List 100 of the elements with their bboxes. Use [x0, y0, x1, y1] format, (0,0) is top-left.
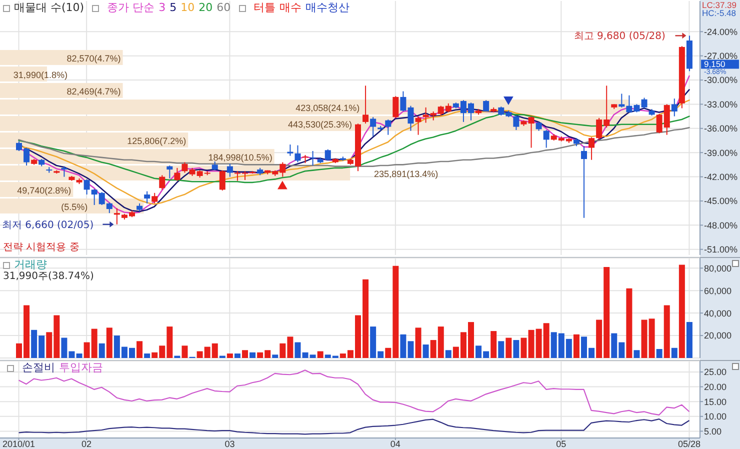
candlestick: [61, 166, 68, 178]
candlestick: [226, 163, 233, 178]
bar: [242, 350, 248, 358]
y-tick-label: -24.00%: [704, 26, 738, 37]
x-tick-label: 2010/01: [2, 439, 36, 449]
y-tick-label: 15.00: [704, 396, 727, 407]
candlestick: [641, 97, 648, 109]
bar: [678, 264, 685, 358]
bar: [634, 350, 640, 358]
data-label: 443,530(25.3%): [288, 120, 352, 130]
data-label: 82,469(4.7%): [66, 86, 121, 96]
candlestick: [528, 116, 534, 148]
candlestick: [362, 85, 369, 124]
candlestick: [114, 208, 120, 225]
candlestick: [287, 144, 294, 156]
data-label: 31,990(1.8%): [13, 70, 68, 80]
candlestick: [581, 146, 587, 218]
text: 매수청산: [306, 1, 350, 14]
y-tick-label: 60,000: [704, 286, 732, 296]
y-tick-label: 25.00: [704, 367, 727, 378]
bar: [498, 341, 504, 358]
data-label: 235,891(13.4%): [374, 169, 438, 179]
bar: [226, 354, 233, 358]
line-series: [18, 418, 690, 435]
text: LC:37.39: [702, 0, 737, 10]
bar: [671, 348, 678, 358]
candlestick: [144, 190, 150, 204]
bar: [422, 344, 429, 358]
y-tick-label: -45.00%: [704, 196, 738, 206]
candlestick: [483, 100, 490, 112]
bar: [234, 354, 240, 358]
bar: [415, 328, 422, 358]
series-label: 투입자금: [59, 361, 103, 374]
text: 20: [198, 1, 213, 14]
candlestick: [415, 116, 422, 136]
candlestick: [166, 164, 173, 179]
annotation: 최고 9,680 (05/28): [574, 31, 666, 42]
bar: [294, 342, 301, 358]
candlestick: [310, 150, 316, 166]
bar: [250, 352, 256, 358]
bar: [106, 328, 112, 358]
annotation: 31,990주(38.74%): [3, 271, 94, 282]
data-label: (5.5%): [61, 202, 88, 212]
candlestick: [370, 116, 376, 137]
x-tick-label: 03: [224, 439, 235, 449]
bar: [317, 351, 324, 358]
candlestick: [159, 174, 166, 190]
y-tick-label: -33.00%: [704, 99, 738, 110]
candlestick: [392, 96, 399, 118]
data-label: 49,740(2.8%): [17, 186, 72, 196]
candlestick: [588, 136, 595, 160]
candlestick: [513, 115, 520, 131]
text: 매수: [280, 1, 302, 14]
bar: [573, 334, 580, 358]
bar: [506, 338, 512, 358]
y-tick-label: -36.00%: [704, 124, 738, 134]
x-tick-label: 02: [82, 439, 92, 449]
y-tick-label: -42.00%: [704, 172, 738, 182]
bar: [272, 354, 278, 358]
bar: [144, 354, 150, 358]
annotation: 최저 6,660 (02/05): [2, 220, 94, 231]
candlestick: [671, 98, 678, 117]
bar: [520, 338, 527, 358]
text: 9,150: [704, 59, 726, 70]
bar: [490, 331, 497, 358]
bar: [626, 288, 632, 358]
data-label: 82,570(4.7%): [66, 54, 121, 64]
x-tick-label: 04: [390, 439, 400, 449]
candlestick: [152, 192, 158, 204]
y-tick-label: 20,000: [704, 330, 732, 341]
bar: [686, 322, 692, 358]
bar: [513, 340, 520, 358]
y-tick-label: -48.00%: [704, 220, 738, 230]
text: 손절비: [22, 361, 55, 374]
text: HC:-5.48: [702, 8, 736, 18]
y-tick-label: 10.00: [704, 412, 727, 422]
candlestick: [385, 119, 392, 136]
annotation: 전략 시험적용 중: [3, 242, 80, 253]
data-label: 125,806(7.2%): [127, 136, 186, 146]
data-label: 184,998(10.5%): [208, 152, 272, 162]
text: 60: [216, 1, 231, 14]
y-tick-label: -39.00%: [704, 148, 738, 158]
text: 3: [158, 1, 166, 14]
chart-title: 거래량: [14, 258, 47, 271]
x-tick-label: 05: [556, 439, 566, 449]
y-tick-label: -27.00%: [704, 51, 738, 62]
candlestick: [84, 178, 90, 196]
bar: [76, 354, 82, 358]
y-tick-label: -51.00%: [704, 244, 738, 255]
y-tick-label: -30.00%: [704, 75, 738, 86]
bar: [182, 346, 188, 358]
y-tick-label: 5.00: [704, 426, 722, 436]
bar: [98, 343, 105, 358]
y-tick-label: 80,000: [704, 263, 732, 274]
y-tick-label: 20.00: [704, 382, 727, 392]
bar: [136, 341, 143, 358]
data-label: 423,058(24.1%): [296, 103, 360, 113]
candlestick: [543, 130, 550, 148]
x-tick-label: 05/28: [678, 439, 700, 449]
text: 5: [170, 1, 177, 14]
